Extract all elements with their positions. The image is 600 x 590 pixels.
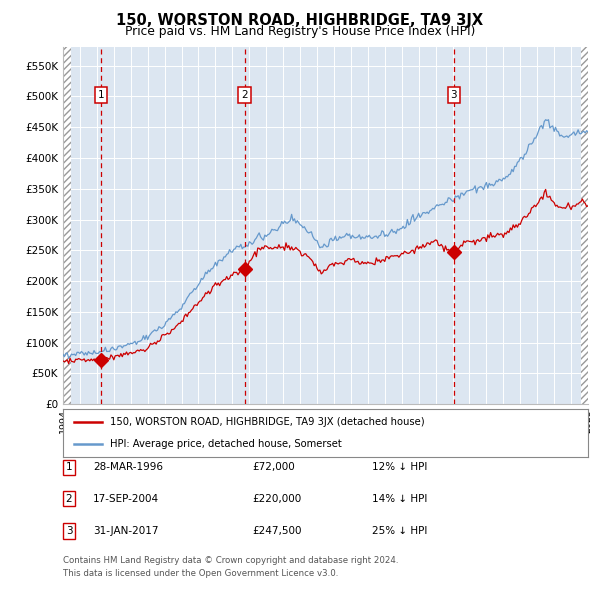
Text: 12% ↓ HPI: 12% ↓ HPI (372, 463, 427, 472)
Text: 1: 1 (65, 463, 73, 472)
Text: 31-JAN-2017: 31-JAN-2017 (93, 526, 158, 536)
Bar (63, 47, 71, 404)
Bar (581, 47, 588, 404)
Text: 14% ↓ HPI: 14% ↓ HPI (372, 494, 427, 503)
Text: Contains HM Land Registry data © Crown copyright and database right 2024.: Contains HM Land Registry data © Crown c… (63, 556, 398, 565)
Text: 2: 2 (241, 90, 248, 100)
Text: 1: 1 (97, 90, 104, 100)
Text: 25% ↓ HPI: 25% ↓ HPI (372, 526, 427, 536)
Text: 17-SEP-2004: 17-SEP-2004 (93, 494, 159, 503)
Text: 28-MAR-1996: 28-MAR-1996 (93, 463, 163, 472)
Text: Price paid vs. HM Land Registry's House Price Index (HPI): Price paid vs. HM Land Registry's House … (125, 25, 475, 38)
Text: 150, WORSTON ROAD, HIGHBRIDGE, TA9 3JX (detached house): 150, WORSTON ROAD, HIGHBRIDGE, TA9 3JX (… (110, 417, 425, 427)
Text: 150, WORSTON ROAD, HIGHBRIDGE, TA9 3JX: 150, WORSTON ROAD, HIGHBRIDGE, TA9 3JX (116, 13, 484, 28)
Text: £247,500: £247,500 (252, 526, 302, 536)
Text: £220,000: £220,000 (252, 494, 301, 503)
Text: This data is licensed under the Open Government Licence v3.0.: This data is licensed under the Open Gov… (63, 569, 338, 578)
Text: £72,000: £72,000 (252, 463, 295, 472)
Text: 2: 2 (65, 494, 73, 503)
Text: 3: 3 (65, 526, 73, 536)
Text: 3: 3 (451, 90, 457, 100)
Text: HPI: Average price, detached house, Somerset: HPI: Average price, detached house, Some… (110, 439, 342, 449)
